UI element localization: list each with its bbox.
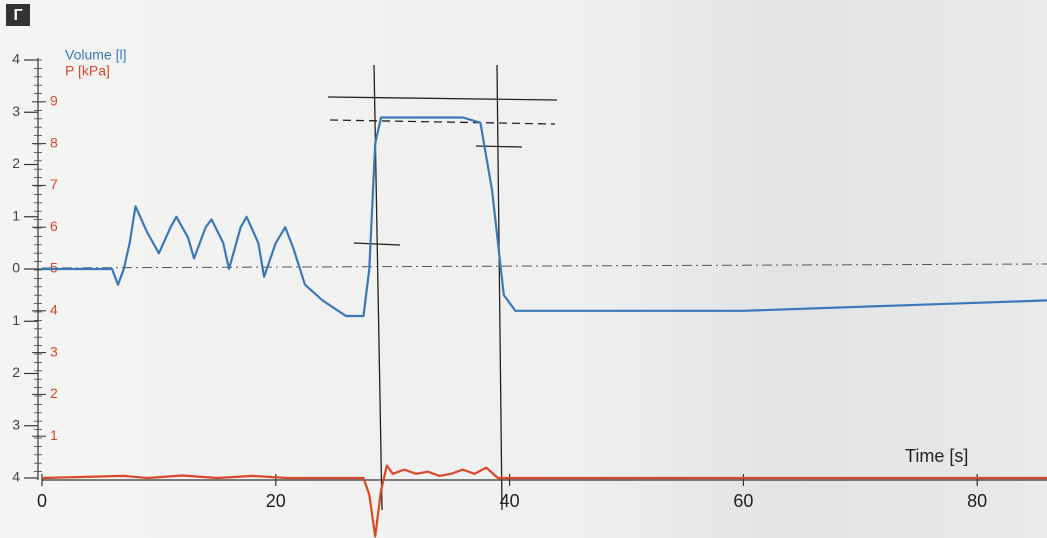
x-axis-title: Time [s]: [905, 446, 968, 466]
y-tick-label: 2: [12, 364, 20, 380]
y2-tick-label: 2: [50, 385, 58, 401]
y-axis-title: Volume [l]: [65, 47, 126, 63]
y-tick-label: 4: [12, 469, 20, 485]
y2-tick-label: 5: [50, 260, 58, 276]
x-tick-label: 20: [266, 491, 286, 511]
y-tick-label: 1: [12, 312, 20, 328]
y-tick-label: 2: [12, 155, 20, 171]
background: [0, 0, 1047, 538]
x-tick-label: 40: [500, 491, 520, 511]
chart: Г Volume [l] P [kPa] Time [s] 4 3 2 1 0 1 2 3 4 1…: [0, 0, 1047, 538]
y-tick-label: 1: [12, 207, 20, 223]
page: {"chart_data": {"type": "line", "badge":…: [0, 0, 1047, 538]
x-tick-label: 80: [967, 491, 987, 511]
y-tick-label: 4: [12, 51, 20, 67]
y2-tick-label: 4: [50, 302, 58, 318]
y2-tick-label: 9: [50, 93, 58, 109]
x-tick-label: 60: [733, 491, 753, 511]
y2-tick-label: 1: [50, 427, 58, 443]
y-tick-label: 0: [12, 260, 20, 276]
y-tick-label: 3: [12, 416, 20, 432]
y-tick-label: 3: [12, 103, 20, 119]
y2-tick-label: 3: [50, 343, 58, 359]
y2-tick-label: 7: [50, 176, 58, 192]
badge: Г: [13, 7, 22, 24]
y2-tick-label: 8: [50, 134, 58, 150]
x-tick-label: 0: [37, 491, 47, 511]
y2-axis-title: P [kPa]: [65, 63, 110, 79]
y2-tick-label: 6: [50, 218, 58, 234]
